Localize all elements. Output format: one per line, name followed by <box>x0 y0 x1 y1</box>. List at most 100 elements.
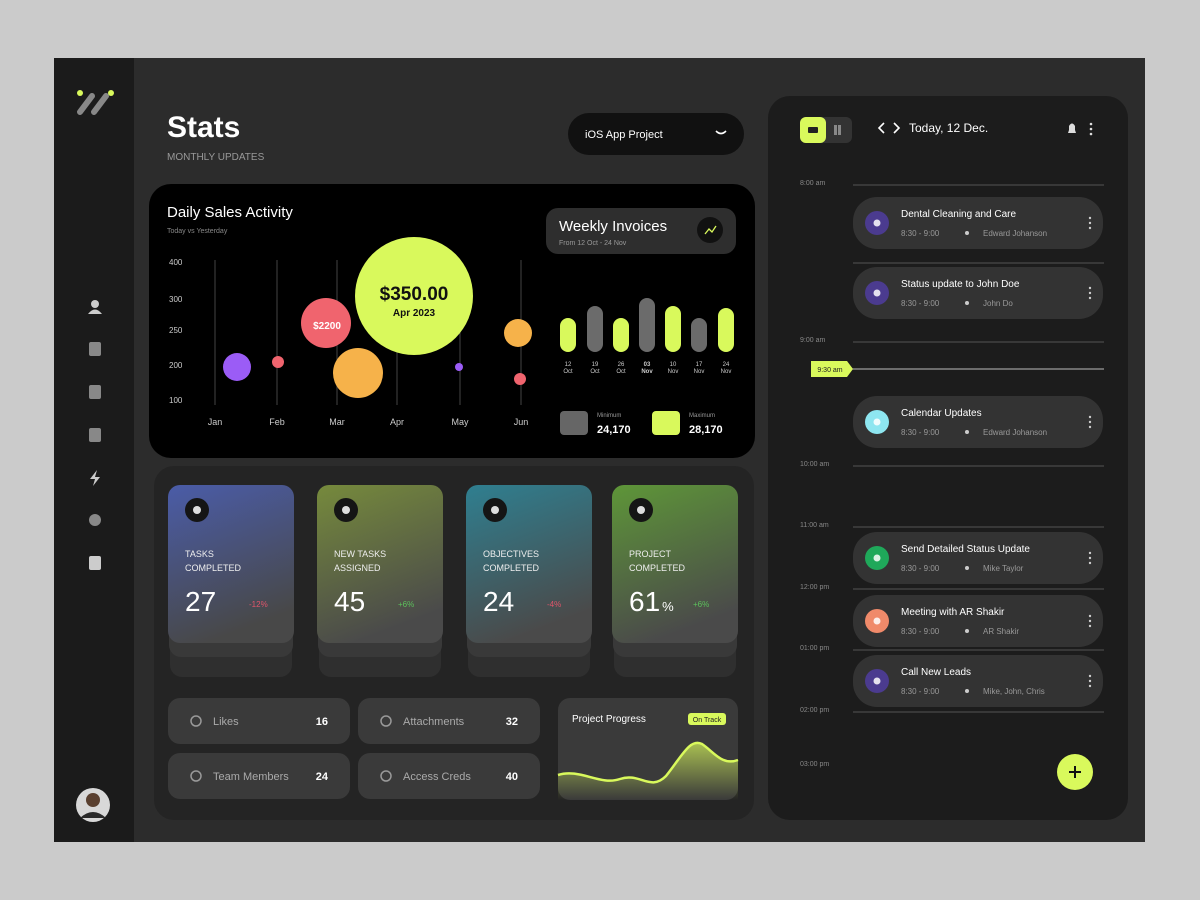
tile[interactable] <box>168 753 350 799</box>
card-change: +6% <box>398 600 414 609</box>
bubble[interactable] <box>514 373 526 385</box>
tile-value: 40 <box>506 771 518 783</box>
event-menu[interactable] <box>1088 291 1092 295</box>
event-icon-glyph <box>873 617 881 625</box>
bar-day: 19 <box>592 362 599 368</box>
project-select[interactable] <box>568 113 744 155</box>
event[interactable] <box>853 532 1103 584</box>
nav-icon[interactable] <box>89 556 101 570</box>
event-icon-glyph <box>873 677 881 685</box>
event-menu[interactable] <box>1088 679 1092 683</box>
event-menu[interactable] <box>1088 561 1092 565</box>
nav-icon[interactable] <box>89 385 101 399</box>
event[interactable] <box>853 655 1103 707</box>
tile[interactable] <box>358 753 540 799</box>
invoice-bar[interactable] <box>560 318 576 352</box>
menu-dot[interactable] <box>1089 132 1093 136</box>
bell-icon[interactable] <box>1068 123 1076 134</box>
menu-dot[interactable] <box>1089 127 1093 131</box>
event-title: Call New Leads <box>901 667 971 678</box>
card-label: COMPLETED <box>185 563 242 573</box>
invoice-bar[interactable] <box>587 306 603 352</box>
legend-value: 28,170 <box>689 424 723 436</box>
event-menu[interactable] <box>1088 286 1092 290</box>
event-people: John Do <box>983 299 1013 308</box>
stat-card[interactable] <box>612 485 738 643</box>
event-time: 8:30 - 9:00 <box>901 428 940 437</box>
time-label: 02:00 pm <box>800 707 829 714</box>
avatar-body <box>80 812 106 818</box>
event-menu[interactable] <box>1088 221 1092 225</box>
event[interactable] <box>853 267 1103 319</box>
card-label: NEW TASKS <box>334 549 386 559</box>
event[interactable] <box>853 197 1103 249</box>
tile[interactable] <box>358 698 540 744</box>
legend-swatch <box>560 411 588 435</box>
nav-icon[interactable] <box>91 300 99 308</box>
invoice-bar[interactable] <box>691 318 707 352</box>
event[interactable] <box>853 396 1103 448</box>
card-label: TASKS <box>185 549 214 559</box>
bubble[interactable] <box>504 319 532 347</box>
event-menu[interactable] <box>1088 425 1092 429</box>
invoices-title: Weekly Invoices <box>559 218 667 235</box>
event-menu[interactable] <box>1088 684 1092 688</box>
event-title: Calendar Updates <box>901 408 982 419</box>
bubble[interactable] <box>223 353 251 381</box>
nav-icon[interactable] <box>89 342 101 356</box>
event[interactable] <box>853 595 1103 647</box>
nav-icon[interactable] <box>88 309 102 315</box>
nav-icon[interactable] <box>89 514 101 526</box>
stat-card[interactable] <box>317 485 443 643</box>
event-menu[interactable] <box>1088 619 1092 623</box>
nav-icon[interactable] <box>90 470 100 486</box>
event-menu[interactable] <box>1088 551 1092 555</box>
page-title: Stats <box>167 111 240 144</box>
card-change: +6% <box>693 600 709 609</box>
stat-card[interactable] <box>168 485 294 643</box>
bubble[interactable] <box>333 348 383 398</box>
stat-card[interactable] <box>466 485 592 643</box>
nav-icon[interactable] <box>89 428 101 442</box>
event-menu[interactable] <box>1088 674 1092 678</box>
event-menu[interactable] <box>1088 614 1092 618</box>
card-label: ASSIGNED <box>334 563 381 573</box>
progress-title: Project Progress <box>572 714 646 725</box>
event-time: 8:30 - 9:00 <box>901 687 940 696</box>
card-value: 27 <box>185 586 216 617</box>
event-menu[interactable] <box>1088 415 1092 419</box>
time-label: 10:00 am <box>800 461 829 468</box>
time-label: 01:00 pm <box>800 645 829 652</box>
date-nav[interactable] <box>877 122 901 134</box>
chevron <box>715 130 727 135</box>
event-menu[interactable] <box>1088 216 1092 220</box>
event-menu[interactable] <box>1088 226 1092 230</box>
invoice-bar[interactable] <box>613 318 629 352</box>
menu-dot[interactable] <box>1089 122 1093 126</box>
event-people: Edward Johanson <box>983 229 1047 238</box>
bubble[interactable] <box>272 356 284 368</box>
logo <box>77 90 114 115</box>
event-dot <box>965 301 969 305</box>
event-menu[interactable] <box>1088 556 1092 560</box>
event-time: 8:30 - 9:00 <box>901 564 940 573</box>
bubble[interactable] <box>301 298 351 348</box>
event-icon-glyph <box>873 418 881 426</box>
bar-month: Oct <box>616 369 626 375</box>
invoice-bar[interactable] <box>665 306 681 352</box>
tile[interactable] <box>168 698 350 744</box>
invoice-bar[interactable] <box>718 308 734 352</box>
event-time: 8:30 - 9:00 <box>901 229 940 238</box>
bubble[interactable] <box>455 363 463 371</box>
progress-wave <box>558 742 738 800</box>
bubble[interactable] <box>355 237 473 355</box>
toggle-icon <box>808 127 818 133</box>
event-menu[interactable] <box>1088 420 1092 424</box>
invoice-bar[interactable] <box>639 298 655 352</box>
month-label: Jan <box>208 417 223 427</box>
event-menu[interactable] <box>1088 296 1092 300</box>
event-dot <box>965 231 969 235</box>
event-menu[interactable] <box>1088 624 1092 628</box>
